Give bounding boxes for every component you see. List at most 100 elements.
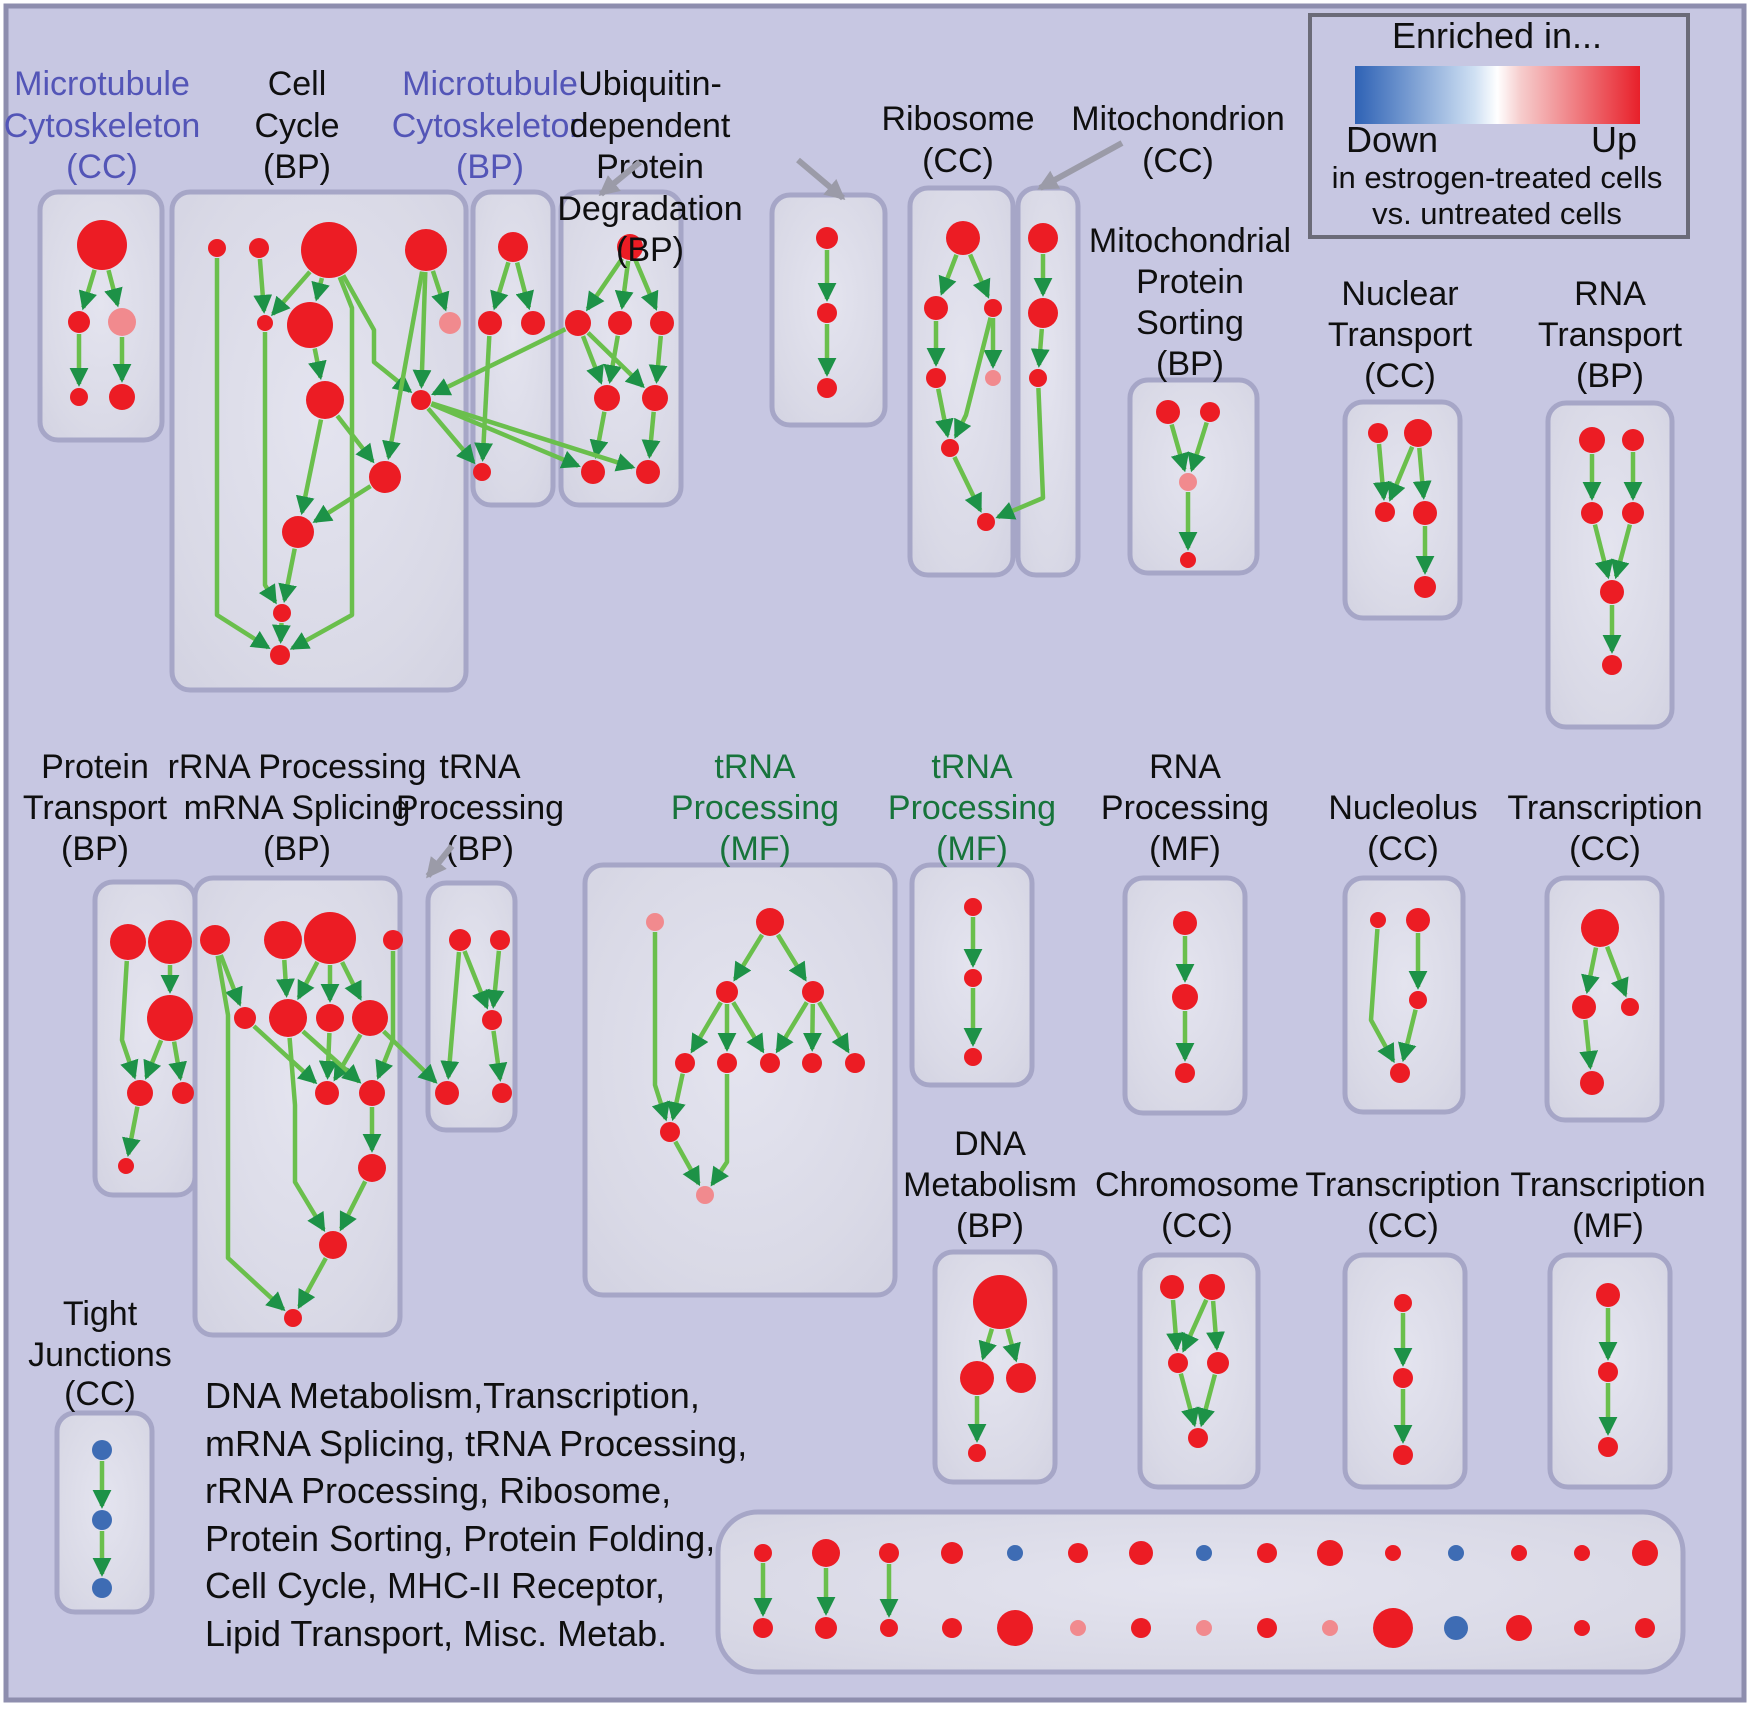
go-term-node-mixed-top-4	[941, 1542, 963, 1564]
go-term-node-trna-mf-1	[717, 1053, 737, 1073]
cross-cluster-edge	[995, 387, 1046, 520]
edge-ribosome-cc	[952, 456, 983, 513]
cluster-box-rt-bp	[1545, 400, 1675, 730]
go-term-node-trna-mf-1	[756, 908, 784, 936]
go-term-node-rrna-bp	[358, 1154, 386, 1182]
go-term-node-dna-bp	[1006, 1363, 1036, 1393]
go-term-node-rrna-bp	[383, 930, 403, 950]
legend-gradient-bar	[1355, 66, 1640, 124]
edge-trna-mf-1	[775, 933, 808, 982]
go-term-node-trna-mf-2	[964, 898, 982, 916]
go-term-node-mixed-top-3	[879, 1543, 899, 1563]
go-term-node-mixed-bottom-7	[1131, 1618, 1151, 1638]
go-term-node-rna-mf	[1172, 984, 1198, 1010]
go-term-node-pt-bp	[118, 1158, 134, 1174]
go-term-node-mixed-bottom-5	[997, 1610, 1033, 1646]
edge-trna-mf-1	[817, 1001, 850, 1054]
go-term-node-rrna-bp	[304, 912, 356, 964]
label-pointer-arrow	[598, 159, 642, 197]
go-term-node-nt-cc	[1414, 576, 1436, 598]
go-term-node-trna-mf-1	[845, 1053, 865, 1073]
cluster-label-line: Cytoskeleton	[392, 107, 589, 145]
edge-rrna-bp	[287, 1037, 326, 1233]
cluster-label-line: (CC)	[1569, 830, 1641, 868]
go-term-node-nt-cc	[1375, 502, 1395, 522]
edge-ubiq-a	[589, 411, 609, 460]
cluster-label-line: (BP)	[446, 830, 514, 868]
go-term-node-rt-bp	[1581, 502, 1603, 524]
go-term-node-dna-bp	[973, 1275, 1027, 1329]
edge-mt-cc	[104, 269, 123, 308]
go-term-node-cell-cycle-bp	[411, 390, 431, 410]
go-term-node-mixed-top-9	[1257, 1543, 1277, 1563]
go-term-node-cell-cycle-bp	[208, 239, 226, 257]
go-term-node-mixed-bottom-1	[753, 1618, 773, 1638]
edge-chromo-cc	[1178, 1373, 1200, 1428]
go-term-node-mito-cc	[1028, 223, 1058, 253]
go-term-node-cell-cycle-bp	[306, 381, 344, 419]
go-term-node-mt-cc	[70, 388, 88, 406]
edge-mito-cc	[1030, 328, 1050, 368]
cluster-label-mt-cc: Microtubule Cytoskeleton(CC)	[4, 65, 201, 186]
go-term-node-tx-cc-low	[1393, 1445, 1413, 1465]
edge-ubiq-a	[585, 257, 624, 312]
cluster-label-line: Microtubule	[402, 65, 578, 103]
go-term-node-mixed-bottom-12	[1444, 1616, 1468, 1640]
go-term-node-rt-bp	[1600, 580, 1624, 604]
go-term-node-ribosome-cc	[946, 221, 980, 255]
nodes-layer	[68, 220, 1658, 1648]
go-term-node-ribosome-cc	[977, 513, 995, 531]
legend-down-label: Down	[1346, 119, 1438, 160]
note-line: Cell Cycle, MHC-II Receptor,	[205, 1565, 665, 1606]
cluster-label-line: (CC)	[66, 148, 138, 186]
go-term-node-mixed-top-1	[754, 1544, 772, 1562]
go-term-node-mixed-bottom-4	[942, 1618, 962, 1638]
edge-nt-cc	[1372, 443, 1392, 501]
edge-ribosome-cc	[953, 317, 993, 439]
shared-clusters-note: DNA Metabolism,Transcription, mRNA Splici…	[205, 1375, 747, 1654]
edge-rrna-bp	[296, 960, 320, 1001]
go-term-node-pt-bp	[147, 995, 193, 1041]
edge-nucleolus-cc	[1398, 1009, 1418, 1063]
edge-ubiq-a	[586, 331, 645, 389]
go-term-node-rrna-bp	[284, 1309, 302, 1327]
cross-cluster-edge	[430, 402, 581, 469]
cluster-label-line: Cytoskeleton	[4, 107, 201, 145]
go-term-node-trna-mf-1	[760, 1053, 780, 1073]
edge-cell-cycle-bp	[382, 271, 425, 461]
go-term-node-cell-cycle-bp	[249, 238, 269, 258]
edge-dna-bp	[1002, 1328, 1021, 1363]
go-term-node-mt-cc	[109, 384, 135, 410]
go-term-node-mixed-top-11	[1385, 1545, 1401, 1561]
go-term-node-trna-bp	[482, 1010, 502, 1030]
edge-ubiq-a	[641, 411, 661, 459]
cluster-label-tx-cc-low: Transcription(CC)	[1305, 1166, 1500, 1245]
go-term-node-pt-bp	[172, 1082, 194, 1104]
go-term-node-rrna-bp	[264, 921, 302, 959]
go-term-node-mixed-top-7	[1129, 1541, 1153, 1565]
go-term-node-rrna-bp	[359, 1080, 385, 1106]
edge-cell-cycle-bp	[308, 348, 327, 381]
cluster-box-trna-mf-1	[582, 862, 898, 1298]
edge-rrna-bp	[215, 955, 286, 1312]
note-line: mRNA Splicing, tRNA Processing,	[205, 1423, 747, 1464]
cluster-label-line: DNA	[954, 1125, 1026, 1163]
edge-cell-cycle-bp	[278, 548, 297, 603]
cluster-label-mito-cc: Mitochondrion (CC)	[1071, 100, 1285, 180]
go-term-node-trna-mf-1	[660, 1122, 680, 1142]
go-term-node-ribosome-cc	[926, 368, 946, 388]
go-term-node-ubiq-a	[594, 385, 620, 411]
cross-cluster-edge	[431, 327, 567, 396]
cluster-box-chromo-cc	[1137, 1252, 1261, 1490]
go-term-node-mixed-bottom-13	[1506, 1615, 1532, 1641]
label-pointer-arrow	[796, 157, 846, 201]
edge-cell-cycle-bp	[271, 622, 291, 644]
go-term-node-nucleolus-cc	[1406, 908, 1430, 932]
go-term-node-ubiq-b	[816, 227, 838, 249]
go-term-node-mixed-bottom-2	[815, 1617, 837, 1639]
